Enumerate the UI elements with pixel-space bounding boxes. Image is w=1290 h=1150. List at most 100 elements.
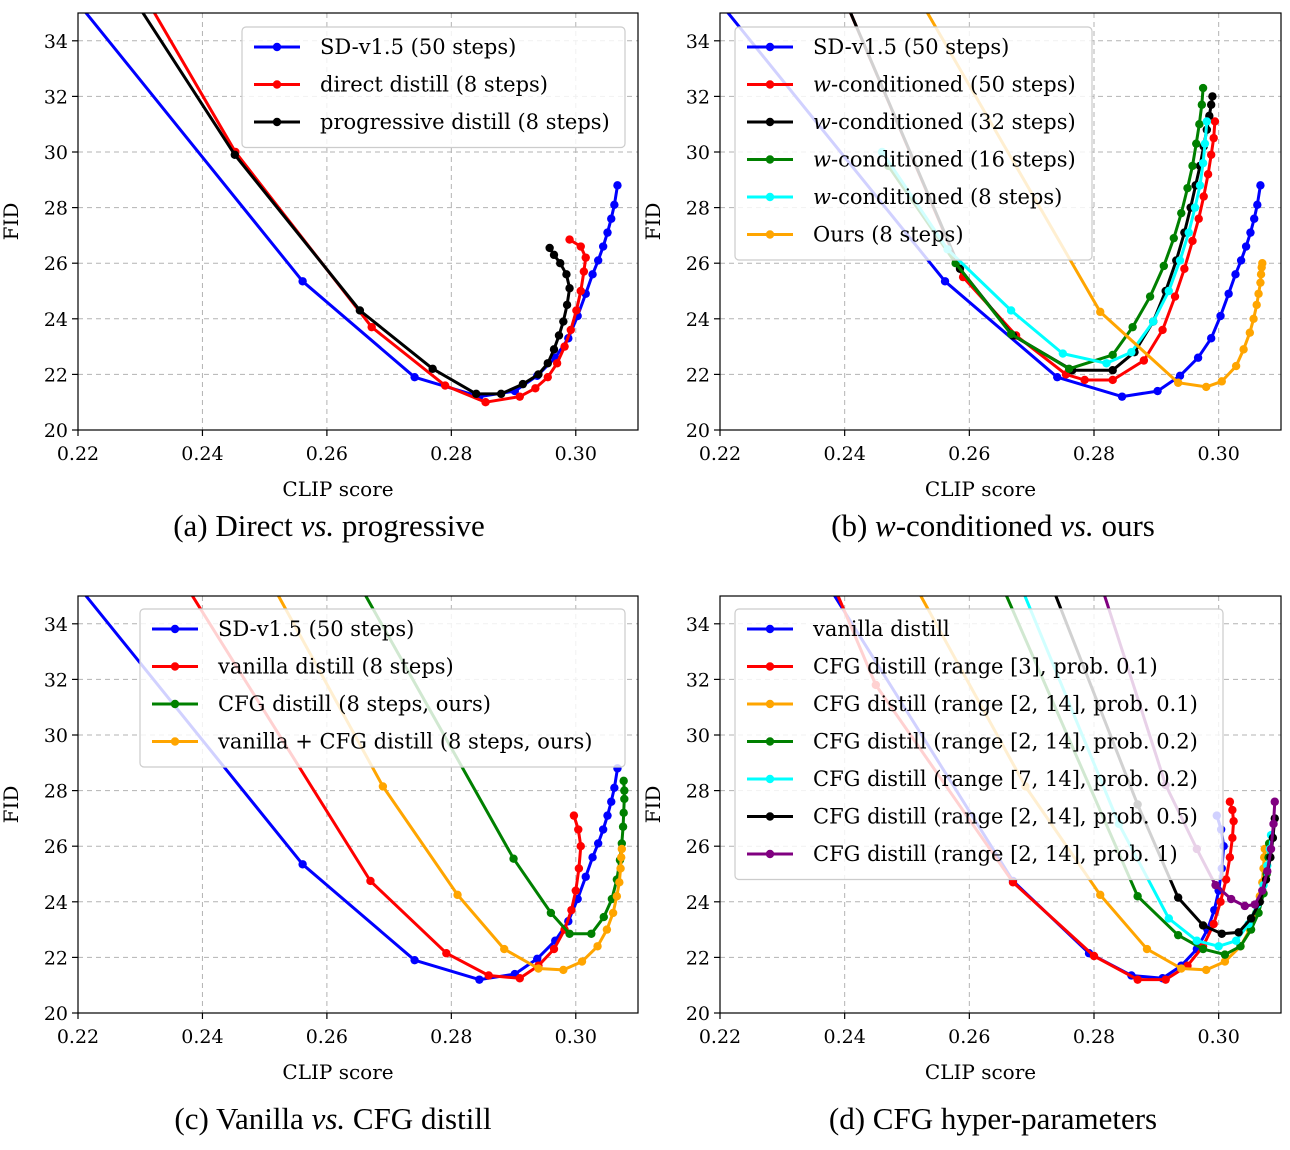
data-point: [1080, 375, 1089, 385]
series-line: [887, 87, 1205, 371]
x-tick-label: 0.26: [306, 1026, 348, 1048]
data-point: [515, 974, 524, 983]
x-tick-label: 0.30: [1198, 443, 1240, 465]
data-point: [554, 331, 564, 340]
data-point: [549, 944, 559, 954]
data-point: [617, 844, 627, 854]
y-tick-label: 34: [44, 31, 68, 53]
data-point: [1188, 161, 1197, 171]
data-point: [515, 392, 524, 401]
legend-swatch-marker: [765, 80, 775, 89]
panel-caption: (b) w-conditioned vs. ours: [831, 508, 1155, 543]
data-point: [1240, 901, 1250, 911]
legend-entry: w-conditioned (32 steps): [747, 110, 1076, 134]
legend-label: vanilla distill (8 steps): [217, 655, 454, 679]
x-tick-label: 0.24: [181, 1026, 223, 1048]
y-tick-label: 28: [686, 198, 710, 220]
data-point: [1252, 300, 1261, 310]
data-point: [1164, 914, 1174, 923]
data-point: [549, 345, 559, 354]
y-tick-label: 26: [44, 836, 68, 858]
legend-swatch-marker: [765, 662, 775, 671]
y-tick-label: 22: [686, 947, 710, 969]
y-tick-label: 30: [686, 142, 710, 164]
legend-label: progressive distill (8 steps): [320, 110, 610, 134]
chart-panel-c: 0.22 0.24 0.26 0.28 0.30 20 22 24 26 28 30 32 34 CLIP…: [0, 578, 639, 1136]
data-point: [1164, 286, 1174, 296]
data-point: [1263, 867, 1272, 876]
data-point: [619, 776, 628, 786]
data-point: [574, 864, 584, 873]
data-point: [531, 384, 540, 393]
y-tick-label: 20: [686, 1003, 710, 1025]
x-axis-label: CLIP score: [925, 477, 1036, 501]
data-point: [1183, 183, 1192, 193]
data-point: [1198, 83, 1208, 93]
data-point: [1133, 892, 1142, 901]
x-tick-label: 0.28: [1073, 443, 1115, 465]
data-point: [1197, 100, 1207, 109]
y-tick-label: 22: [44, 947, 68, 969]
x-tick-label: 0.28: [430, 1026, 472, 1048]
data-point: [71, 0, 79, 3]
data-point: [1250, 900, 1260, 909]
data-point: [1249, 314, 1258, 323]
data-point: [598, 825, 608, 834]
data-point: [472, 389, 481, 399]
data-point: [1216, 311, 1225, 321]
legend-entry: w-conditioned (16 steps): [747, 148, 1076, 172]
legend-label: w-conditioned (8 steps): [813, 185, 1062, 209]
data-point: [1221, 875, 1231, 884]
data-point: [915, 0, 923, 3]
legend-label: SD-v1.5 (50 steps): [218, 617, 414, 641]
data-point: [1149, 317, 1158, 326]
data-point: [1194, 214, 1203, 223]
x-tick-label: 0.24: [181, 443, 223, 465]
data-point: [1006, 306, 1016, 315]
data-point: [1256, 181, 1265, 190]
data-point: [822, 578, 830, 586]
data-point: [1202, 117, 1212, 126]
y-axis-label: FID: [641, 203, 665, 241]
legend-entry: progressive distill (8 steps): [254, 110, 610, 134]
data-point: [1241, 242, 1251, 251]
y-tick-label: 34: [686, 31, 710, 53]
data-point: [940, 277, 950, 286]
data-point: [440, 381, 450, 390]
plot-frame: [77, 12, 639, 431]
y-tick-label: 26: [44, 253, 68, 275]
data-point: [1180, 264, 1189, 273]
data-point: [608, 908, 618, 918]
data-point: [1231, 361, 1241, 371]
data-point: [410, 955, 419, 965]
legend-label: SD-v1.5 (50 steps): [813, 35, 1009, 59]
data-point: [1220, 950, 1230, 959]
data-point: [1053, 372, 1062, 382]
data-point: [496, 389, 506, 399]
legend-swatch-marker: [765, 117, 775, 127]
data-point: [1096, 890, 1105, 900]
data-point: [607, 797, 616, 806]
data-point: [603, 811, 612, 820]
x-tick-label: 0.30: [1198, 1026, 1240, 1048]
data-point: [1159, 261, 1169, 271]
data-point: [603, 228, 612, 237]
x-tick-label: 0.28: [430, 443, 472, 465]
legend-entry: w-conditioned (50 steps): [747, 73, 1076, 97]
data-point: [1188, 236, 1197, 246]
data-point: [534, 964, 543, 973]
data-point: [71, 578, 79, 586]
data-point: [1228, 805, 1237, 815]
legend-box: [734, 26, 1093, 261]
y-tick-label: 20: [44, 1003, 68, 1025]
legend-box: [734, 608, 1224, 881]
chart-panel-d: 0.22 0.24 0.26 0.28 0.30 20 22 24 26 28 30 32 34 CLIP…: [641, 578, 1282, 1136]
legend-swatch-marker: [765, 42, 775, 52]
data-point: [588, 853, 597, 862]
data-point: [1133, 975, 1142, 984]
data-point: [545, 243, 554, 253]
data-point: [1015, 578, 1023, 586]
data-point: [577, 957, 587, 966]
y-tick-label: 34: [686, 614, 710, 636]
data-point: [1173, 893, 1183, 902]
